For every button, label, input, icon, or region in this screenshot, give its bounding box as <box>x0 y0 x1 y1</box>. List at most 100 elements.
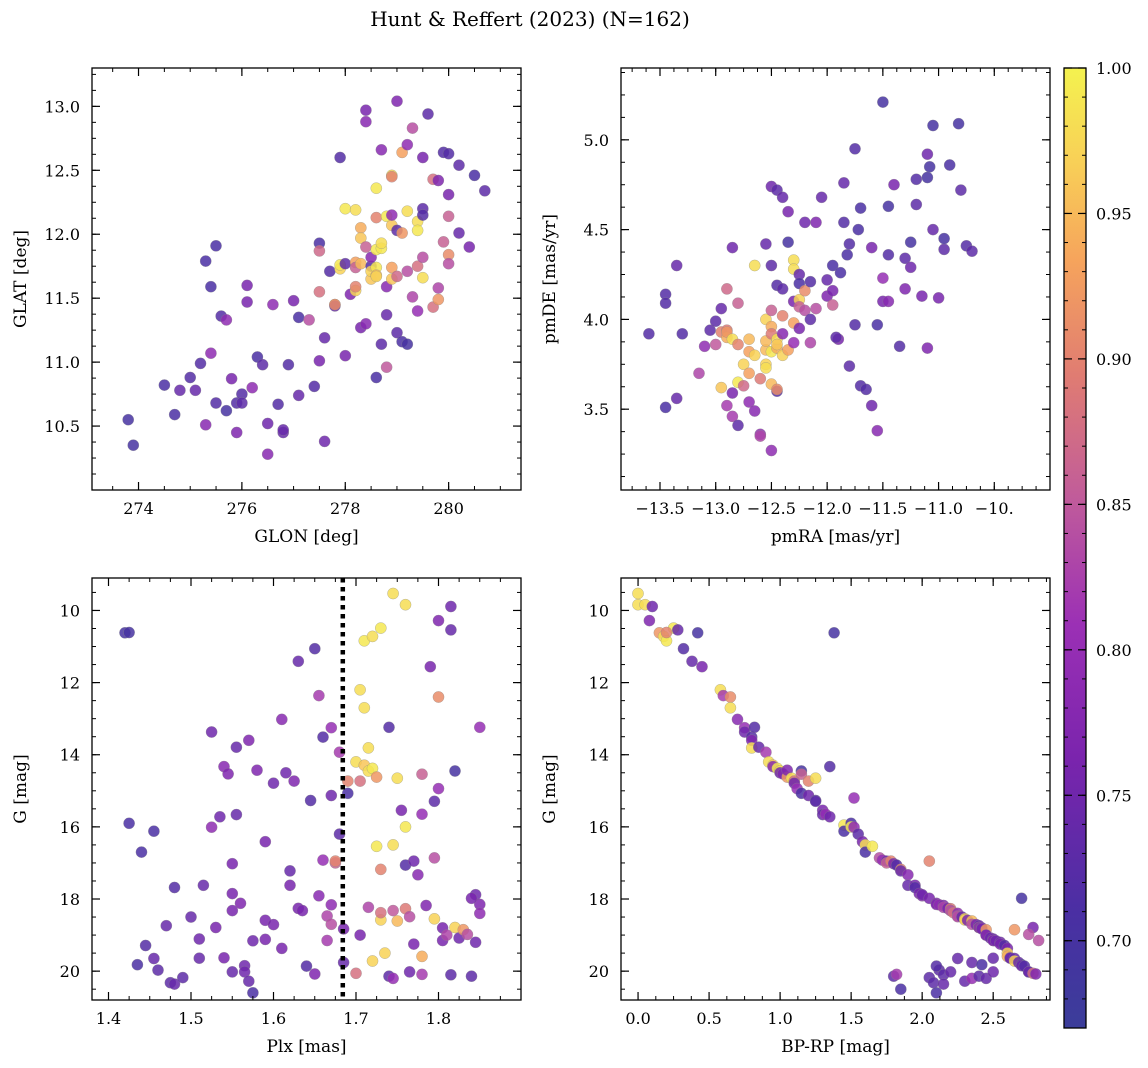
data-point <box>432 691 445 703</box>
data-point <box>428 795 441 808</box>
data-point <box>385 209 398 221</box>
y-tick-label: 12 <box>60 674 80 693</box>
data-point <box>354 221 367 234</box>
data-point <box>1022 928 1035 941</box>
data-point <box>308 380 321 393</box>
y-tick-label: 3.5 <box>584 400 609 419</box>
data-point <box>440 929 453 941</box>
data-point <box>987 952 1000 965</box>
data-point <box>242 734 255 747</box>
data-point <box>445 624 457 636</box>
colorbar-tick-label: 0.85 <box>1096 495 1132 514</box>
data-point <box>226 857 239 870</box>
data-point <box>205 726 218 738</box>
colorbar-tick-label: 1.00 <box>1096 59 1132 78</box>
data-point <box>184 371 197 384</box>
data-point <box>754 372 767 385</box>
data-point <box>809 795 822 808</box>
data-point <box>771 383 783 396</box>
data-point <box>387 972 399 985</box>
y-tick-label: 14 <box>589 746 609 765</box>
data-point <box>732 297 744 310</box>
data-point <box>923 160 936 173</box>
data-point <box>927 976 940 989</box>
data-point <box>360 115 372 128</box>
data-point <box>737 358 750 371</box>
data-point <box>810 216 822 229</box>
data-point <box>943 159 956 171</box>
y-axis-label: pmDE [mas/yr] <box>540 214 560 344</box>
data-point <box>354 929 366 941</box>
data-point <box>185 911 197 923</box>
data-point <box>828 626 840 639</box>
data-point <box>848 792 860 804</box>
data-point <box>411 260 424 273</box>
data-point <box>726 410 739 423</box>
data-point <box>854 202 867 214</box>
data-point <box>676 327 689 340</box>
data-point <box>292 655 305 668</box>
data-point <box>823 760 836 773</box>
panel-parallax-magnitude: 1.4 1.5 1.6 1.7 1.8 10 12 14 16 18 20 Plx [mas] G [m… <box>11 577 522 1057</box>
data-point <box>453 159 465 172</box>
data-point <box>308 642 321 655</box>
data-point <box>923 855 936 867</box>
data-point <box>693 367 705 380</box>
data-point <box>715 302 728 315</box>
data-point <box>643 327 655 340</box>
data-point <box>205 821 218 834</box>
data-point <box>399 598 412 611</box>
data-point <box>205 280 217 293</box>
data-point <box>882 295 895 308</box>
data-point <box>826 259 839 272</box>
x-tick-label: −10. <box>975 499 1014 518</box>
x-tick-label: −13.0 <box>691 499 740 518</box>
x-axis-label: pmRA [mas/yr] <box>771 527 900 547</box>
data-point <box>313 354 326 367</box>
data-point <box>318 331 331 344</box>
data-point <box>793 322 806 335</box>
data-point <box>123 817 135 830</box>
data-point <box>375 237 388 250</box>
data-point <box>743 367 755 380</box>
data-point <box>428 852 441 864</box>
x-tick-label: −13.5 <box>635 499 684 518</box>
data-point <box>370 371 383 384</box>
data-point <box>391 915 404 927</box>
data-point <box>432 293 445 306</box>
data-point <box>416 768 428 781</box>
data-point <box>677 642 690 655</box>
data-point <box>329 298 341 311</box>
axes-frame <box>91 67 522 491</box>
data-point <box>1032 934 1045 947</box>
panel-proper-motion: −13.5 −13.0 −12.5 −12.0 −11.5 −11.0 −10. 3.5 4.0… <box>540 67 1051 547</box>
data-point <box>732 419 744 432</box>
data-point <box>899 252 911 265</box>
data-point <box>304 794 317 807</box>
data-point <box>317 854 329 866</box>
data-point <box>670 259 683 272</box>
data-point <box>292 389 305 402</box>
data-point <box>748 259 761 272</box>
y-tick-label: 20 <box>60 962 80 981</box>
data-point <box>284 879 296 892</box>
colorbar-tick-label: 0.75 <box>1096 786 1132 805</box>
data-point <box>334 151 346 164</box>
data-point <box>771 338 783 351</box>
x-tick-label: 276 <box>227 499 258 518</box>
data-point <box>362 901 375 914</box>
data-point <box>937 978 950 990</box>
data-point <box>275 942 288 955</box>
data-point <box>401 205 414 218</box>
data-point <box>339 202 352 215</box>
data-point <box>401 338 414 351</box>
data-point <box>826 299 839 311</box>
data-point <box>469 936 482 949</box>
data-point <box>401 138 414 151</box>
x-tick-label: −12.0 <box>803 499 852 518</box>
data-point <box>760 362 772 374</box>
data-point <box>383 721 395 734</box>
data-point <box>407 938 420 950</box>
data-point <box>696 660 708 673</box>
